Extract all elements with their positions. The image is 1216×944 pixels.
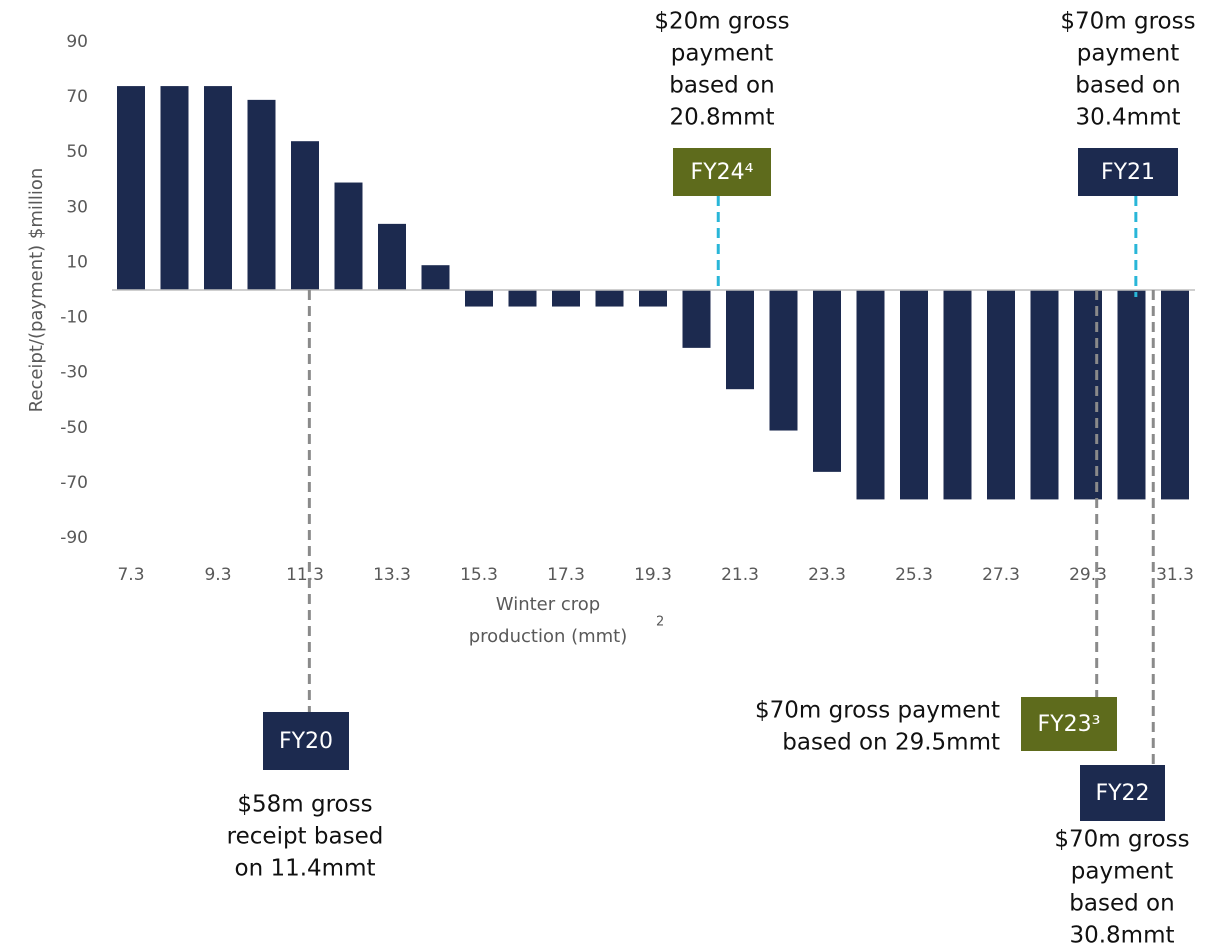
annotation-text: payment <box>1071 859 1173 885</box>
bar <box>1030 290 1059 500</box>
annotation-text: $70m gross <box>1054 827 1189 853</box>
x-tick-label: 25.3 <box>895 565 933 585</box>
annotation-box <box>263 712 349 770</box>
bar <box>421 265 450 290</box>
x-tick-label: 21.3 <box>721 565 759 585</box>
bar <box>595 290 624 307</box>
annotation-text: payment <box>671 41 773 67</box>
y-tick-label: 10 <box>66 252 88 272</box>
bar <box>856 290 885 500</box>
x-axis-label: production (mmt) <box>469 626 628 647</box>
annotation-label: FY22 <box>1095 781 1149 806</box>
annotation-label: FY23³ <box>1038 712 1101 737</box>
bar <box>508 290 537 307</box>
bar <box>1117 290 1146 500</box>
bar <box>291 141 319 290</box>
annotation-box <box>1078 148 1178 196</box>
y-tick-label: -30 <box>60 363 88 383</box>
bar <box>682 290 711 348</box>
x-axis-label: Winter crop <box>496 594 600 615</box>
y-tick-label: 30 <box>66 197 88 217</box>
annotation-label: FY24⁴ <box>691 160 754 185</box>
y-tick-label: -50 <box>60 418 88 438</box>
bar <box>1161 290 1189 500</box>
annotation-text: payment <box>1077 41 1179 67</box>
bar <box>987 290 1015 500</box>
x-tick-label: 11.3 <box>286 565 324 585</box>
x-tick-label: 27.3 <box>982 565 1020 585</box>
annotation-text: $20m gross <box>654 9 789 35</box>
y-tick-label: 90 <box>66 32 88 52</box>
bar <box>943 290 972 500</box>
annotation-text: $70m gross <box>1060 9 1195 35</box>
annotation-text: based on <box>1075 73 1180 99</box>
annotation-text: based on 29.5mmt <box>782 730 1000 756</box>
bar <box>160 86 189 290</box>
annotation-text: 30.4mmt <box>1075 105 1180 131</box>
bar <box>769 290 798 431</box>
annotation-box <box>673 148 771 196</box>
bar <box>334 182 363 290</box>
y-tick-label: 50 <box>66 142 88 162</box>
y-tick-label: 70 <box>66 87 88 107</box>
bar <box>726 290 754 390</box>
y-tick-label: -90 <box>60 528 88 548</box>
annotation-text: receipt based <box>227 824 384 850</box>
bar <box>378 223 406 290</box>
bar <box>204 86 232 290</box>
bar <box>465 290 493 307</box>
annotation-text: based on <box>669 73 774 99</box>
annotation-text: $70m gross payment <box>755 698 1000 724</box>
x-tick-label: 7.3 <box>117 565 144 585</box>
x-tick-label: 29.3 <box>1069 565 1107 585</box>
bar <box>813 290 841 472</box>
annotation-text: 20.8mmt <box>669 105 774 131</box>
bar <box>639 290 667 307</box>
bar <box>900 290 928 500</box>
annotation-text: based on <box>1069 891 1174 917</box>
x-tick-label: 15.3 <box>460 565 498 585</box>
x-tick-label: 17.3 <box>547 565 585 585</box>
annotation-text: 30.8mmt <box>1069 923 1174 944</box>
y-tick-label: -10 <box>60 308 88 328</box>
annotation-text: on 11.4mmt <box>235 856 376 882</box>
annotation-box <box>1080 765 1165 821</box>
annotation-text: $58m gross <box>237 792 372 818</box>
x-tick-label: 31.3 <box>1156 565 1194 585</box>
y-axis-label: Receipt/(payment) $million <box>26 168 47 413</box>
x-tick-label: 19.3 <box>634 565 672 585</box>
x-axis-label-note: 2 <box>656 615 664 630</box>
bar <box>117 86 145 290</box>
annotation-label: FY20 <box>279 729 333 754</box>
bar <box>552 290 580 307</box>
x-tick-label: 9.3 <box>204 565 231 585</box>
x-tick-label: 13.3 <box>373 565 411 585</box>
annotation-box <box>1021 697 1117 751</box>
annotation-label: FY21 <box>1101 160 1155 185</box>
y-tick-label: -70 <box>60 473 88 493</box>
x-tick-label: 23.3 <box>808 565 846 585</box>
bar <box>247 99 276 290</box>
